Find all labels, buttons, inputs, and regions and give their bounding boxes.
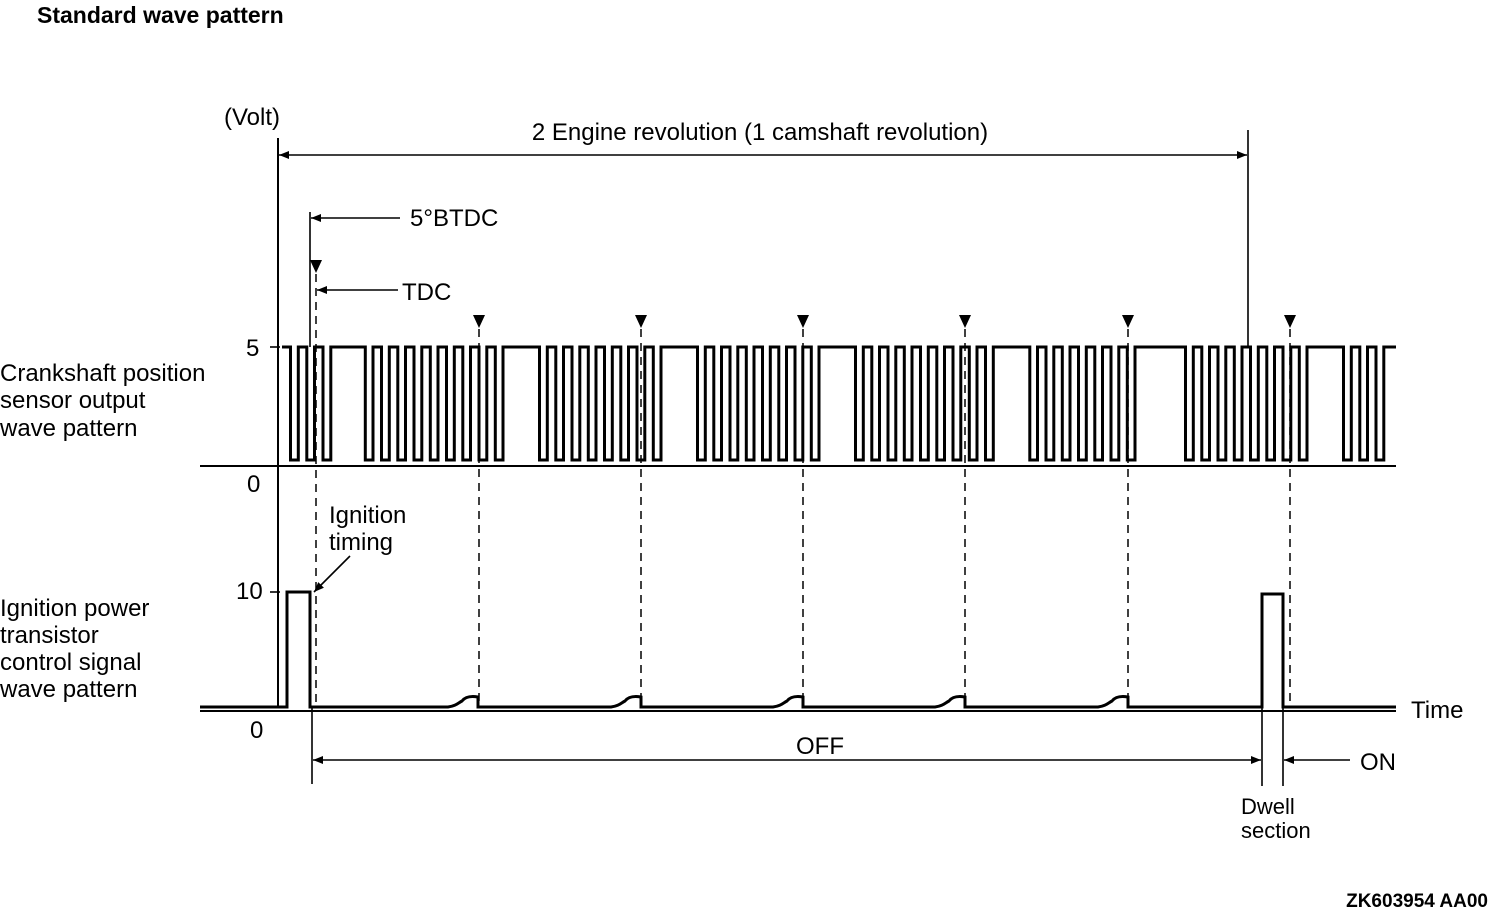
ignition-label-line-3: control signal [0,649,141,676]
dwell-line-2: section [1241,818,1311,843]
tdc-dash-lines [315,274,1291,708]
crank-label-line-1: Crankshaft position [0,360,205,387]
ignition-timing-line-1: Ignition [329,502,406,529]
off-label: OFF [796,733,844,760]
units-label: (Volt) [224,104,280,131]
crankshaft-sensor-wave [282,345,1396,462]
tdc-marker-icon [1284,315,1296,328]
tdc-marker-icon [797,315,809,328]
ignition-label-line-2: transistor [0,622,99,649]
on-label: ON [1360,749,1396,776]
revolution-label: 2 Engine revolution (1 camshaft revoluti… [532,119,988,146]
ignition-high-value: 10 [236,578,263,605]
tdc-label: TDC [402,279,451,306]
tdc-marker-icon [959,315,971,328]
crank-low-value: 0 [247,471,260,498]
ignition-low-value: 0 [250,717,263,744]
tdc-marker-icon [310,260,322,273]
ignition-timing-arrow [313,555,351,593]
figure-code: ZK603954 AA00 [1346,891,1488,912]
dwell-line-1: Dwell [1241,794,1295,819]
crank-label-line-3: wave pattern [0,415,137,442]
crank-label-line-2: sensor output [0,387,146,414]
ignition-timing-line-2: timing [329,529,393,556]
btdc-label: 5°BTDC [410,205,498,232]
time-label: Time [1411,697,1463,724]
tdc-marker-icon [473,315,485,328]
ignition-signal-wave [200,590,1396,709]
tdc-marker-icon [635,315,647,328]
tdc-markers [310,260,1296,328]
ignition-label-line-4: wave pattern [0,676,137,703]
page-title: Standard wave pattern [37,2,284,28]
tdc-marker-icon [1122,315,1134,328]
ignition-label-line-1: Ignition power [0,595,149,622]
crank-high-value: 5 [246,335,259,362]
